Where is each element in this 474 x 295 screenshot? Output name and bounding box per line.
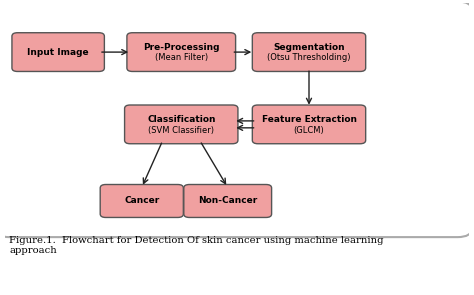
Text: Figure.1.  Flowchart for Detection Of skin cancer using machine learning
approac: Figure.1. Flowchart for Detection Of ski… — [9, 236, 384, 255]
FancyBboxPatch shape — [252, 33, 365, 71]
FancyBboxPatch shape — [252, 105, 365, 144]
FancyBboxPatch shape — [127, 33, 236, 71]
Text: (Otsu Thresholding): (Otsu Thresholding) — [267, 53, 351, 62]
FancyBboxPatch shape — [100, 184, 183, 217]
FancyBboxPatch shape — [12, 33, 104, 71]
Text: (SVM Classifier): (SVM Classifier) — [148, 126, 214, 135]
Text: Feature Extraction: Feature Extraction — [262, 115, 356, 124]
Text: Segmentation: Segmentation — [273, 43, 345, 52]
Text: (Mean Filter): (Mean Filter) — [155, 53, 208, 62]
FancyBboxPatch shape — [184, 184, 272, 217]
Text: Input Image: Input Image — [27, 47, 89, 57]
FancyBboxPatch shape — [0, 1, 472, 237]
Text: Classification: Classification — [147, 115, 216, 124]
Text: Cancer: Cancer — [124, 196, 159, 206]
Text: Non-Cancer: Non-Cancer — [198, 196, 257, 206]
FancyBboxPatch shape — [125, 105, 238, 144]
Text: (GLCM): (GLCM) — [293, 126, 324, 135]
Text: Pre-Processing: Pre-Processing — [143, 43, 219, 52]
